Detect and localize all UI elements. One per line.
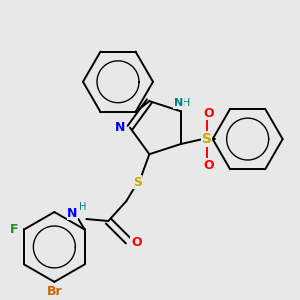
Text: H: H xyxy=(182,98,190,108)
Text: S: S xyxy=(202,132,212,146)
Text: H: H xyxy=(79,202,86,212)
Text: S: S xyxy=(133,176,142,189)
Text: F: F xyxy=(10,223,18,236)
Text: Br: Br xyxy=(46,285,62,298)
Text: O: O xyxy=(203,106,214,120)
Text: N: N xyxy=(67,206,77,220)
Text: O: O xyxy=(131,236,142,250)
Text: N: N xyxy=(115,121,125,134)
Text: N: N xyxy=(174,98,183,108)
Text: O: O xyxy=(203,158,214,172)
